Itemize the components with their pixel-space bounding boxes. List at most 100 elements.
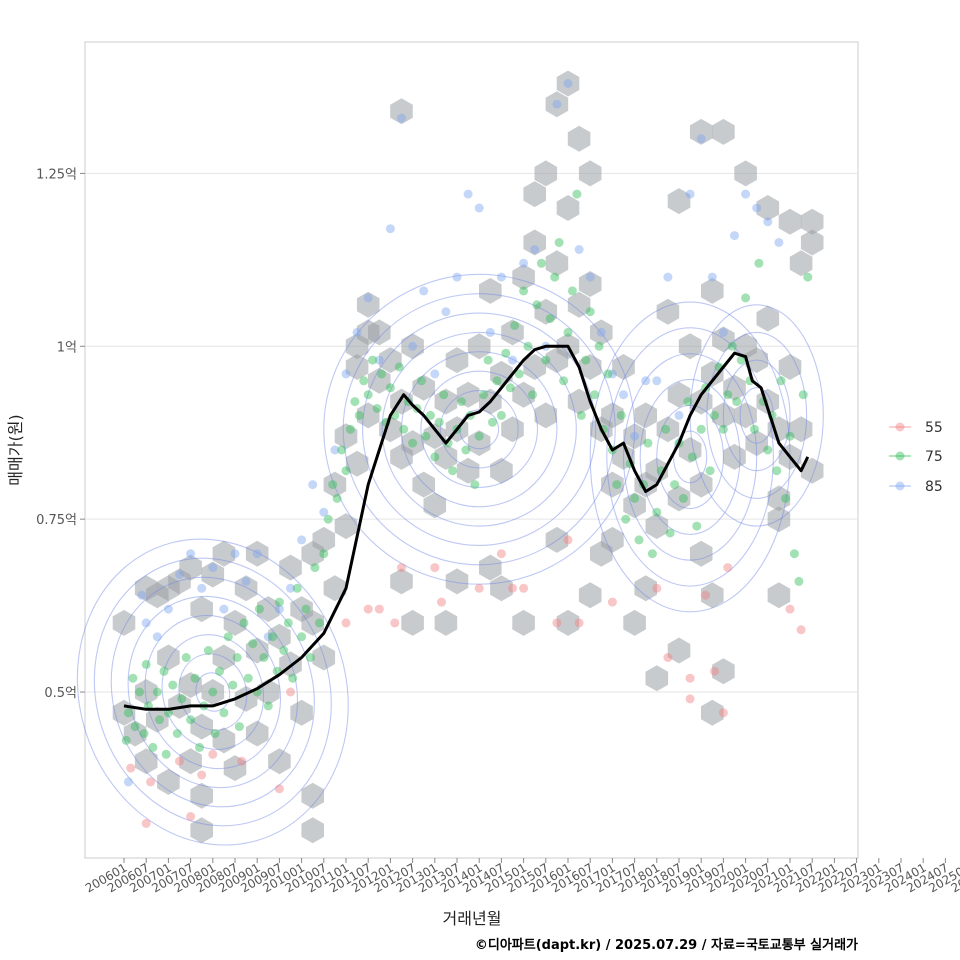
hex-bin (157, 575, 180, 602)
point-75 (492, 376, 502, 386)
point-75 (148, 742, 158, 752)
hex-bin (601, 526, 624, 553)
point-75 (186, 715, 196, 725)
hex-bin (689, 471, 713, 498)
point-75 (263, 701, 273, 711)
point-75 (359, 376, 369, 386)
hex-bin (712, 402, 735, 429)
hex-bin (634, 402, 657, 429)
point-75 (754, 258, 764, 268)
density-contour (420, 370, 539, 488)
hex-bin (800, 229, 824, 256)
point-75 (283, 618, 293, 628)
hex-bin (223, 609, 247, 636)
point-85 (163, 604, 173, 614)
hex-bin (656, 298, 680, 325)
source-caption: ©디아파트(dapt.kr) / 2025.07.29 / 자료=국토교통부 실… (474, 938, 858, 953)
point-85 (741, 189, 751, 199)
point-85 (730, 231, 739, 241)
hex-bin (312, 644, 336, 671)
point-85 (175, 570, 184, 579)
density-contour (639, 378, 741, 535)
point-75 (259, 653, 269, 662)
point-75 (439, 390, 449, 400)
point-85 (385, 224, 395, 234)
point-75 (314, 618, 324, 628)
point-75 (661, 424, 671, 434)
point-75 (643, 438, 653, 448)
point-85 (219, 604, 229, 614)
hex-bin (556, 70, 580, 97)
hex-bin (390, 568, 413, 595)
point-75 (434, 417, 444, 427)
hex-bin (701, 277, 724, 304)
point-75 (483, 355, 493, 365)
point-85 (286, 583, 295, 593)
density-contour (722, 359, 791, 472)
point-75 (594, 341, 604, 351)
point-75 (750, 424, 759, 434)
hex-bin (689, 540, 713, 567)
hex-bin (545, 526, 569, 553)
hex-bin (401, 609, 424, 636)
point-55 (397, 563, 406, 573)
point-75 (232, 653, 242, 662)
point-85 (186, 549, 196, 559)
hex-bin (523, 229, 546, 256)
point-55 (607, 597, 617, 607)
point-75 (652, 507, 662, 517)
point-75 (519, 286, 529, 296)
point-55 (437, 597, 446, 607)
point-75 (461, 445, 471, 455)
point-75 (785, 431, 795, 441)
point-75 (536, 258, 546, 268)
hex-bin (712, 326, 735, 353)
plot-panel (76, 41, 859, 859)
density-contour (400, 351, 558, 508)
point-75 (603, 369, 613, 379)
hex-bin (800, 457, 824, 484)
point-85 (208, 563, 218, 573)
hex-bin (523, 354, 546, 380)
point-85 (508, 355, 517, 365)
point-75 (741, 293, 751, 303)
point-75 (248, 639, 258, 649)
point-75 (385, 383, 395, 393)
point-75 (172, 729, 182, 738)
density-contour (178, 653, 248, 731)
point-75 (572, 189, 582, 199)
point-85 (274, 604, 284, 614)
point-75 (354, 410, 364, 420)
point-75 (670, 480, 680, 490)
point-75 (123, 708, 133, 718)
point-75 (692, 521, 702, 531)
point-75 (488, 417, 497, 427)
point-85 (563, 79, 573, 88)
point-55 (563, 535, 573, 545)
point-85 (230, 549, 240, 559)
point-75 (368, 355, 378, 365)
point-55 (785, 604, 795, 614)
trend-line (123, 344, 810, 711)
point-75 (239, 618, 249, 628)
density-contour (459, 409, 500, 450)
point-55 (574, 618, 584, 628)
point-75 (732, 397, 742, 407)
hex-bin (323, 575, 347, 602)
point-85 (663, 272, 673, 282)
hex-bin (168, 692, 191, 719)
hex-bin (212, 644, 236, 671)
point-75 (223, 632, 233, 642)
hex-bin (434, 609, 458, 636)
hex-bin (467, 333, 491, 360)
legend-label-55: 55 (925, 420, 943, 436)
point-75 (505, 383, 515, 393)
point-85 (330, 445, 340, 455)
point-85 (763, 217, 773, 227)
point-75 (328, 480, 338, 490)
hex-bin (567, 125, 591, 152)
point-85 (319, 507, 329, 517)
point-75 (363, 390, 373, 400)
hex-bin (190, 817, 213, 844)
hex-bin (789, 416, 813, 443)
